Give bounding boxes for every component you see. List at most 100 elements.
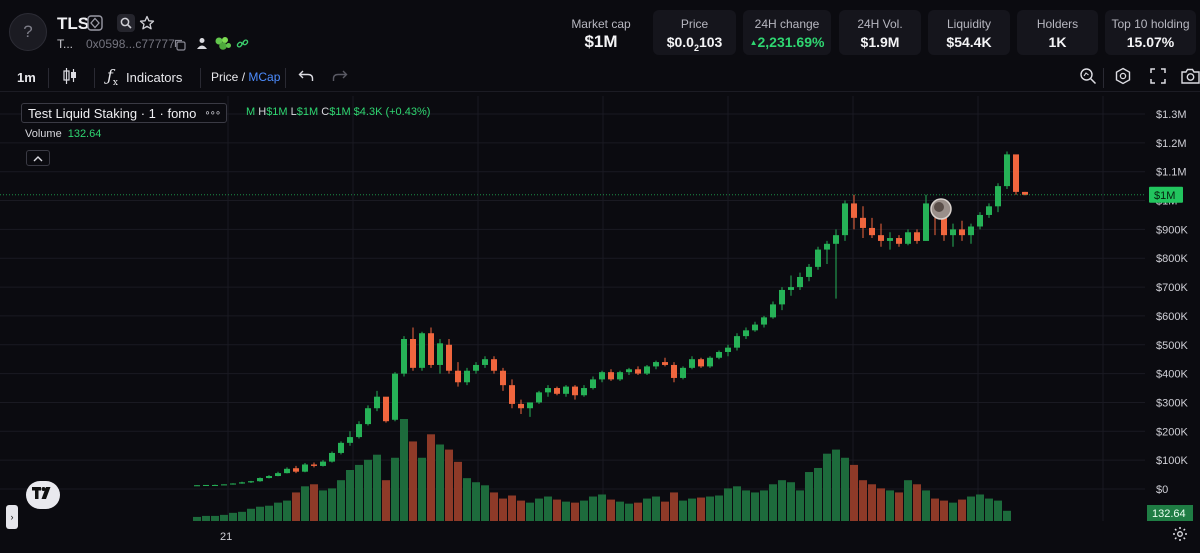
candle-body <box>851 203 857 218</box>
undo-icon <box>298 69 314 86</box>
chart-toolbar: 1m ƒx Indicators Price / MCap <box>0 62 1200 92</box>
link-icon[interactable] <box>236 37 249 50</box>
volume-bar <box>301 486 309 521</box>
legend-volume: Volume 132.64 <box>25 128 101 140</box>
price-tick-label: $900K <box>1156 224 1188 236</box>
volume-bar <box>679 500 687 521</box>
volume-bar <box>364 459 372 521</box>
stat-label: Holders <box>1036 17 1079 31</box>
candle-body <box>734 336 740 348</box>
candle-body <box>356 424 362 438</box>
mcap-option[interactable]: MCap <box>248 70 281 84</box>
stat-24h-vol: 24H Vol. $1.9M <box>839 10 921 55</box>
candle-body <box>203 484 209 486</box>
candle-body <box>617 372 623 380</box>
toolbar-divider <box>48 68 49 88</box>
volume-bar <box>814 467 822 521</box>
sidebar-expand-handle[interactable]: › <box>6 505 18 529</box>
screenshot-button[interactable] <box>1181 67 1200 87</box>
collapse-legend-button[interactable] <box>26 150 50 166</box>
candle-body <box>608 372 614 380</box>
chevron-up-icon <box>33 149 43 167</box>
volume-bar <box>850 464 858 521</box>
candle-body <box>572 386 578 396</box>
volume-bar <box>472 482 480 521</box>
candle-body <box>266 476 272 479</box>
volume-bar <box>418 457 426 521</box>
candle-body <box>995 186 1001 207</box>
candle-body <box>869 227 875 236</box>
volume-bar <box>463 478 471 521</box>
candle-body <box>563 386 569 394</box>
candle-body <box>392 373 398 420</box>
volume-bar <box>274 502 282 521</box>
candle-body <box>950 229 956 236</box>
volume-bar <box>742 490 750 521</box>
price-mcap-toggle[interactable]: Price / MCap <box>211 67 280 87</box>
stat-label: Top 10 holding <box>1111 17 1190 31</box>
candle-body <box>257 478 263 482</box>
candle-type-button[interactable] <box>62 67 78 87</box>
pill-badge-icon[interactable] <box>214 36 232 51</box>
candle-body <box>536 392 542 403</box>
price-chart[interactable]: $1.3M $1.2M $1.1M $1M $900K $800K $700K $600K $5… <box>0 92 1200 553</box>
search-icon[interactable] <box>117 14 135 32</box>
volume-bar <box>733 486 741 521</box>
price-axis: $1.3M $1.2M $1.1M $1M $900K $800K $700K $600K $5… <box>220 109 1193 543</box>
price-tick-label: $100K <box>1156 455 1188 467</box>
price-option[interactable]: Price <box>211 70 239 84</box>
stat-price: Price $0.02103 <box>653 10 736 55</box>
more-options-icon[interactable]: ∘∘∘ <box>204 107 221 119</box>
volume-bar <box>760 490 768 521</box>
volume-bar <box>247 508 255 521</box>
last-price-tag <box>1149 186 1183 203</box>
volume-bar <box>589 496 597 521</box>
candle-body <box>599 372 605 380</box>
holders-value: 1K <box>1048 34 1067 50</box>
volume-bar <box>976 494 984 521</box>
volume-bar <box>904 480 912 521</box>
tradingview-logo-icon <box>32 486 54 504</box>
interval-selector[interactable]: 1m <box>17 69 36 85</box>
candle-body <box>284 468 290 474</box>
volume-bar <box>436 444 444 521</box>
chart-settings-button[interactable] <box>1114 67 1132 87</box>
token-avatar[interactable]: ? <box>9 13 47 51</box>
volume-bar <box>211 515 219 521</box>
volume-bar <box>913 484 921 521</box>
ohlc-close-key: C <box>321 106 330 118</box>
stat-label: 24H Vol. <box>857 17 903 31</box>
price-zero-count: 2 <box>693 42 699 53</box>
chart-canvas[interactable]: $1.3M $1.2M $1.1M $1M $900K $800K $700K $600K $5… <box>0 92 1200 553</box>
dev-person-icon[interactable] <box>196 37 208 50</box>
last-price-label: $1M <box>1154 190 1175 202</box>
volume-bar <box>895 492 903 521</box>
candle-body <box>662 362 668 365</box>
volume-bar <box>832 449 840 521</box>
candle-body <box>509 385 515 404</box>
ohlc-low-value: $1M <box>296 106 319 118</box>
candle-body <box>1022 191 1028 195</box>
volume-bar <box>823 453 831 521</box>
tradingview-logo[interactable] <box>26 481 60 509</box>
redo-button[interactable] <box>332 67 348 87</box>
volume-bar <box>481 485 489 521</box>
candle-body <box>1013 154 1019 192</box>
undo-button[interactable] <box>298 67 314 87</box>
indicators-button[interactable]: ƒx Indicators <box>107 66 182 88</box>
candle-body <box>347 437 353 443</box>
copy-icon[interactable] <box>172 37 186 51</box>
fullscreen-button[interactable] <box>1150 67 1166 87</box>
candle-body <box>230 483 236 485</box>
legend-title[interactable]: Test Liquid Staking · 1 · fomo ∘∘∘ <box>21 103 228 123</box>
zoom-button[interactable] <box>1079 67 1097 87</box>
axis-settings-button[interactable] <box>1172 526 1192 546</box>
candle-body <box>473 364 479 371</box>
candle-body <box>248 481 254 483</box>
candle-body <box>545 388 551 393</box>
volume-bar <box>454 461 462 521</box>
star-icon[interactable] <box>138 14 156 32</box>
avatar-placeholder-glyph: ? <box>23 22 33 41</box>
volume-bar <box>409 441 417 521</box>
volume-bar <box>940 500 948 521</box>
